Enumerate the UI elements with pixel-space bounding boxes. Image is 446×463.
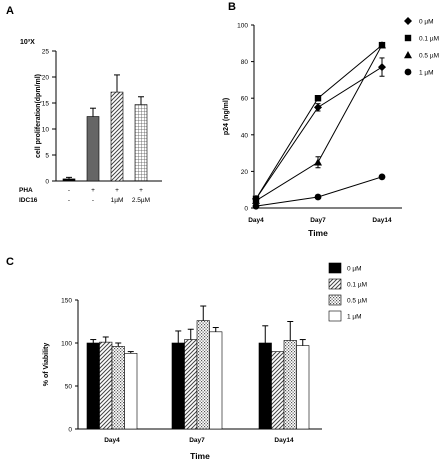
panel-c-bar <box>271 351 285 430</box>
panel-a-condition-value: + <box>115 187 119 194</box>
panel-a-ytick-label: 25 <box>42 49 50 56</box>
panel-a-condition-value: - <box>92 197 94 204</box>
panel-b-series-line-2 <box>255 44 383 202</box>
panel-a-ytick-label: 0 <box>45 179 49 186</box>
panel-a-bar-2 <box>110 91 124 182</box>
panel-c-ytick-label: 150 <box>61 298 72 305</box>
panel-c-bar <box>86 342 100 430</box>
panel-b-ylabel: p24 (ng/ml) <box>223 98 230 135</box>
panel-c-bar <box>283 340 297 430</box>
panel-c-ytick-label: 0 <box>68 427 72 434</box>
panel-c-bar <box>209 331 223 430</box>
panel-c-bar <box>111 346 125 430</box>
panel-b-legend-label: 0.5 µM <box>419 53 439 60</box>
panel-c-legend-swatch <box>328 278 342 290</box>
panel-b-legend-marker-square <box>404 34 412 42</box>
panel-a-condition-value: 2.5µM <box>132 197 150 204</box>
panel-b-point-diamond <box>378 63 386 72</box>
panel-a-ytick-label: 10 <box>42 127 50 134</box>
panel-a-bar-3 <box>134 104 148 182</box>
panel-b-ytick-label: 60 <box>241 96 249 103</box>
panel-a-letter: A <box>6 5 14 17</box>
panel-c-bar <box>196 320 210 430</box>
panel-b-xlabel: Time <box>308 228 328 238</box>
panel-c-bar <box>99 341 113 430</box>
panel-b-ytick-label: 40 <box>241 132 249 139</box>
panel-b-legend-marker-triangle <box>404 51 412 59</box>
panel-b-series-line-1 <box>255 44 383 200</box>
panel-b-legend-marker-diamond <box>404 17 412 25</box>
panel-b-point-triangle <box>252 196 260 204</box>
panel-c-ytick-label: 50 <box>65 384 73 391</box>
panel-a-bar-1 <box>86 116 100 182</box>
panel-c-chart: 0 50 100 150 Day4 Day7 Day14 Time % of Viability… <box>43 262 367 461</box>
panel-b-point-triangle <box>378 41 386 49</box>
panel-a-condition-value: + <box>91 187 95 194</box>
panel-a-ytick-label: 20 <box>42 75 50 82</box>
panel-c-category-label: Day14 <box>274 437 294 444</box>
panel-b-series-line-0 <box>255 66 383 200</box>
panel-c-xlabel: Time <box>190 451 210 461</box>
panel-c-legend-label: 1 µM <box>347 314 362 321</box>
panel-c-bar <box>296 345 310 430</box>
panel-a-ytick-label: 5 <box>45 153 49 160</box>
panel-b-letter: B <box>228 1 236 13</box>
panel-a-condition-value: 1µM <box>111 197 124 204</box>
panel-b-category-label: Day4 <box>248 217 264 224</box>
panel-a-multiplier: 10³X <box>20 39 35 46</box>
panel-a-ytick-label: 15 <box>42 101 50 108</box>
panel-b-legend-label: 0 µM <box>419 19 434 26</box>
panel-c-legend-swatch <box>328 310 342 322</box>
panel-a-condition-value: - <box>68 187 70 194</box>
panel-b-ytick-label: 0 <box>244 206 248 213</box>
panel-c-ylabel: % of Viability <box>43 343 50 387</box>
panel-c-legend-label: 0.1 µM <box>347 282 367 289</box>
panel-a-row-label: PHA <box>19 187 33 194</box>
panel-b-point-circle <box>378 173 386 181</box>
panel-b-chart: 0 20 40 60 80 100 Day4 Day7 Day14 Time p24 (ng/ml)… <box>223 17 439 238</box>
panel-b-point-circle <box>314 193 322 201</box>
panel-b-point-square <box>314 95 322 102</box>
panel-c-legend-label: 0.5 µM <box>347 298 367 305</box>
panel-c-legend-swatch <box>328 294 342 306</box>
panel-c-legend-label: 0 µM <box>347 266 362 273</box>
panel-a-bar-0 <box>62 178 76 182</box>
panel-a-ylabel: cell proliferation(dpm/ml) <box>35 74 42 158</box>
panel-b-ytick-label: 80 <box>241 59 249 66</box>
panel-a-condition-value: - <box>68 197 70 204</box>
panel-b-legend-label: 1 µM <box>419 70 434 77</box>
panel-b-category-label: Day14 <box>372 217 392 224</box>
panel-b-ytick-label: 20 <box>241 169 249 176</box>
panel-c-bar <box>171 342 185 430</box>
panel-b-series-line-3 <box>255 176 383 207</box>
panel-b-category-label: Day7 <box>310 217 326 224</box>
panel-c-ytick-label: 100 <box>61 341 72 348</box>
panel-c-bar <box>184 339 198 430</box>
panel-a-condition-value: + <box>139 187 143 194</box>
panel-a-chart: 0 5 10 15 20 25 10³X cell proliferation(dpm/ml)… <box>19 39 162 204</box>
panel-c-legend-swatch <box>328 262 342 274</box>
panel-b-legend-label: 0.1 µM <box>419 36 439 43</box>
panel-b-legend-marker-circle <box>404 68 412 76</box>
panel-b-point-diamond <box>314 103 322 112</box>
panel-a-row-label: IDC16 <box>19 197 38 204</box>
panel-b-point-circle <box>252 202 260 210</box>
panel-c-bar <box>124 353 138 430</box>
panel-c-category-label: Day4 <box>104 437 120 444</box>
panel-b-ytick-label: 100 <box>237 23 248 30</box>
panel-c-bar <box>258 342 272 430</box>
panel-b-point-triangle <box>314 158 322 166</box>
panel-c-category-label: Day7 <box>189 437 205 444</box>
panel-c-letter: C <box>6 256 14 268</box>
